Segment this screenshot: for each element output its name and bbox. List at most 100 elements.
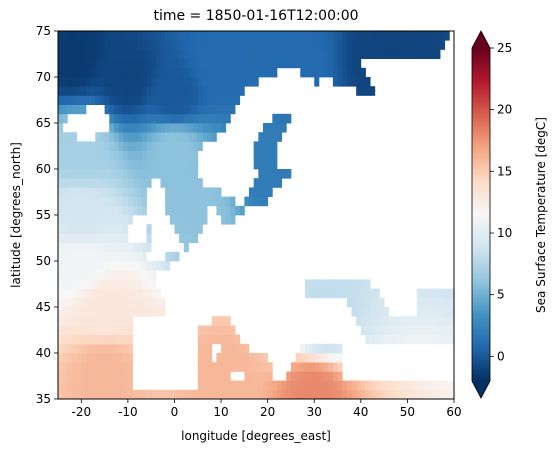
sst-cell (398, 49, 403, 59)
sst-cell (240, 390, 245, 400)
sst-cell (310, 353, 315, 363)
x-tick-label: 50 (400, 405, 415, 419)
sst-cell (109, 132, 114, 142)
sst-cell (142, 132, 147, 142)
sst-cell (333, 344, 338, 354)
sst-cell (156, 141, 161, 151)
sst-cell (151, 86, 156, 96)
sst-cell (128, 307, 133, 317)
sst-cell (202, 206, 207, 216)
sst-cell (291, 371, 296, 381)
sst-cell (109, 169, 114, 179)
sst-cell (63, 371, 68, 381)
sst-cell (338, 371, 343, 381)
sst-cell (333, 59, 338, 69)
sst-cell (184, 40, 189, 50)
sst-cell (435, 298, 440, 308)
sst-cell (202, 86, 207, 96)
sst-cell (133, 59, 138, 69)
sst-cell (193, 123, 198, 133)
sst-cell (235, 344, 240, 354)
sst-cell (426, 40, 431, 50)
sst-cell (109, 187, 114, 197)
sst-cell (133, 123, 138, 133)
sst-cell (216, 105, 221, 115)
sst-cell (95, 289, 100, 299)
sst-cell (91, 344, 96, 354)
sst-cell (421, 298, 426, 308)
sst-cell (137, 261, 142, 271)
sst-cell (300, 371, 305, 381)
sst-cell (365, 31, 370, 41)
sst-cell (67, 59, 72, 69)
sst-cell (407, 316, 412, 326)
sst-cell (170, 206, 175, 216)
sst-cell (170, 160, 175, 170)
sst-cell (165, 187, 170, 197)
sst-cell (86, 325, 91, 335)
sst-cell (333, 353, 338, 363)
sst-cell (324, 40, 329, 50)
sst-cell (133, 114, 138, 124)
sst-cell (193, 114, 198, 124)
sst-cell (147, 390, 152, 400)
sst-cell (109, 105, 114, 115)
sst-cell (77, 371, 82, 381)
sst-cell (282, 114, 287, 124)
sst-cell (184, 105, 189, 115)
sst-cell (445, 325, 450, 335)
sst-cell (244, 31, 249, 41)
sst-cell (291, 31, 296, 41)
sst-cell (338, 353, 343, 363)
sst-cell (188, 187, 193, 197)
sst-cell (72, 344, 77, 354)
sst-cell (417, 316, 422, 326)
sst-cell (328, 289, 333, 299)
sst-cell (109, 224, 114, 234)
sst-cell (305, 353, 310, 363)
sst-cell (282, 59, 287, 69)
sst-cell (226, 353, 231, 363)
sst-cell (109, 123, 114, 133)
sst-cell (347, 289, 352, 299)
sst-cell (86, 215, 91, 225)
sst-cell (216, 114, 221, 124)
sst-cell (128, 40, 133, 50)
sst-cell (421, 40, 426, 50)
sst-cell (109, 86, 114, 96)
sst-cell (151, 307, 156, 317)
sst-cell (81, 353, 86, 363)
colorbar: 0510152025 (472, 31, 512, 398)
sst-cell (72, 270, 77, 280)
sst-cell (431, 316, 436, 326)
sst-cell (151, 59, 156, 69)
sst-cell (403, 31, 408, 41)
sst-cell (375, 316, 380, 326)
sst-cell (193, 31, 198, 41)
sst-cell (375, 289, 380, 299)
sst-cell (77, 59, 82, 69)
sst-cell (235, 77, 240, 87)
sst-cell (328, 344, 333, 354)
sst-cell (156, 123, 161, 133)
sst-cell (324, 353, 329, 363)
sst-cell (151, 31, 156, 41)
sst-cell (81, 40, 86, 50)
sst-cell (91, 169, 96, 179)
sst-cell (119, 307, 124, 317)
sst-cell (356, 390, 361, 400)
y-tick-label: 75 (36, 24, 51, 38)
sst-cell (407, 381, 412, 391)
sst-cell (100, 197, 105, 207)
sst-cell (147, 40, 152, 50)
sst-cell (77, 68, 82, 78)
sst-cell (105, 298, 110, 308)
sst-cell (240, 77, 245, 87)
sst-cell (114, 197, 119, 207)
sst-cell (352, 307, 357, 317)
sst-cell (356, 40, 361, 50)
sst-cell (137, 151, 142, 161)
sst-cell (240, 362, 245, 372)
sst-cell (216, 123, 221, 133)
sst-cell (207, 353, 212, 363)
